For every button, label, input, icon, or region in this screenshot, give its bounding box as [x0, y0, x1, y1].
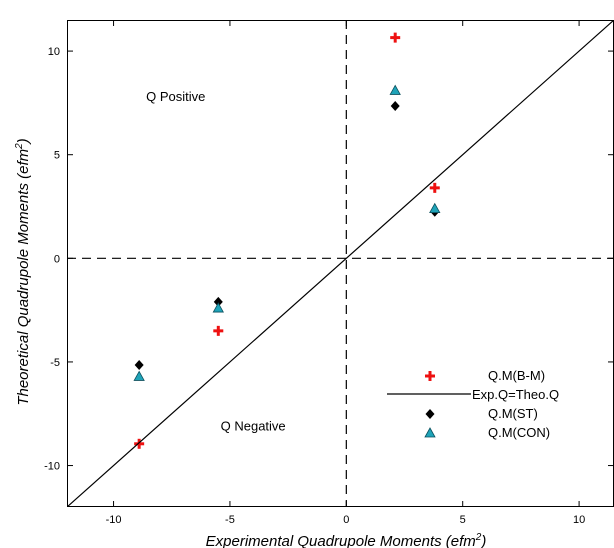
- point-q-m-st-2: [213, 296, 223, 307]
- data-marks: [67, 20, 614, 507]
- legend: Q.M(B-M) Exp.Q=Theo.Q Q.M(ST) Q.M(CON): [387, 368, 559, 440]
- legend-swatch-q-m-st: [425, 409, 435, 419]
- legend-swatch-q-m-con: [424, 427, 436, 438]
- y-tick-label: -5: [50, 357, 60, 369]
- legend-label-q-m-b-m: Q.M(B-M): [488, 368, 545, 383]
- x-tick-label: -5: [225, 514, 235, 526]
- y-tick-label: 10: [48, 46, 60, 58]
- x-tick-label: 5: [460, 514, 466, 526]
- legend-label-q-m-con: Q.M(CON): [488, 425, 550, 440]
- point-q-m-con-4: [429, 202, 441, 213]
- axis-ticks: -10 -5 0 5 10 -10 -5 0 5 10: [44, 20, 614, 526]
- y-tick-label: 0: [54, 253, 60, 265]
- annotation-q-positive: Q Positive: [146, 89, 205, 104]
- point-q-m-st-1: [134, 360, 144, 371]
- x-tick-label: 10: [573, 514, 585, 526]
- point-q-m-con-1: [133, 370, 145, 381]
- y-tick-label: 5: [54, 150, 60, 162]
- legend-label-q-m-st: Q.M(ST): [488, 406, 538, 421]
- series-line-exp-q-theo-q: [67, 20, 614, 507]
- y-axis-title: Theoretical Quadrupole Moments (efm2): [14, 138, 32, 405]
- annotations: Q Positive Q Negative: [146, 89, 286, 434]
- legend-swatch-q-m-b-m: [425, 371, 435, 381]
- point-q-m-b-m-4: [429, 182, 440, 193]
- point-q-m-con-2: [212, 302, 224, 313]
- point-q-m-b-m-1: [134, 438, 145, 449]
- x-axis-title: Experimental Quadrupole Moments (efm2): [206, 532, 487, 548]
- point-q-m-st-3: [390, 101, 400, 112]
- y-tick-label: -10: [44, 461, 60, 473]
- annotation-q-negative: Q Negative: [221, 418, 286, 433]
- x-tick-label: -10: [106, 514, 122, 526]
- x-tick-label: 0: [343, 514, 349, 526]
- legend-label-exp-q-theo-q: Exp.Q=Theo.Q: [472, 387, 559, 402]
- point-q-m-b-m-3: [390, 32, 401, 43]
- point-q-m-con-3: [389, 84, 401, 95]
- point-q-m-b-m-2: [213, 325, 224, 336]
